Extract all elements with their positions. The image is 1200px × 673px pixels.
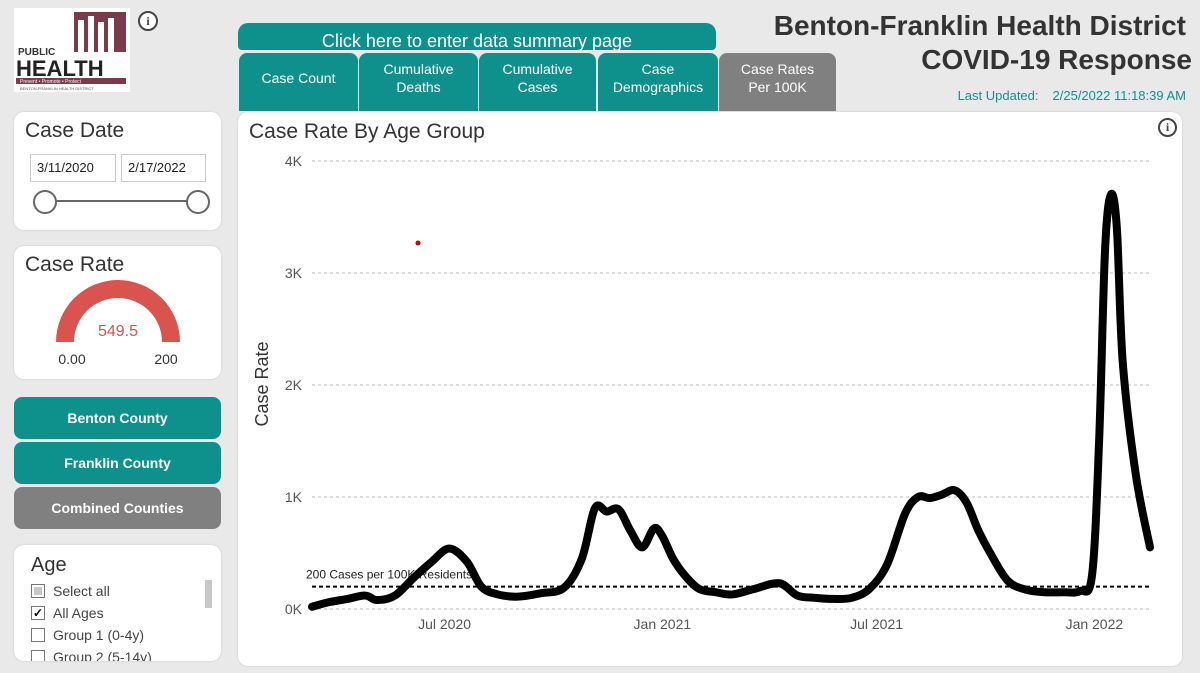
tab-label: Case — [641, 61, 675, 77]
y-tick-label: 3K — [285, 265, 303, 281]
age-filter-title: Age — [31, 554, 67, 576]
y-tick-label: 1K — [285, 489, 303, 505]
logo-health-text: HEALTH — [16, 56, 104, 81]
last-updated-value: 2/25/2022 11:18:39 AM — [1052, 88, 1186, 103]
tab-label: Cumulative — [502, 61, 573, 77]
reference-line-label: 200 Cases per 100K Residents — [306, 568, 472, 582]
date-slider-track[interactable] — [44, 200, 200, 202]
health-district-logo: PUBLIC HEALTH Prevent • Promote • Protec… — [14, 8, 130, 92]
age-option-group-1[interactable]: Group 1 (0-4y) — [31, 627, 144, 643]
franklin-county-button[interactable]: Franklin County — [14, 442, 221, 484]
date-slider-end-handle[interactable] — [186, 190, 210, 214]
tab-case-count[interactable]: Case Count — [239, 53, 358, 111]
logo-graphic: PUBLIC HEALTH Prevent • Promote • Protec… — [16, 12, 126, 91]
age-option-all-ages[interactable]: ✓ All Ages — [31, 605, 104, 621]
x-tick-label: Jan 2022 — [1066, 616, 1124, 632]
stray-marker — [415, 240, 421, 246]
y-tick-label: 0K — [285, 601, 303, 617]
y-tick-label: 4K — [285, 153, 303, 169]
age-option-select-all[interactable]: Select all — [31, 583, 110, 599]
info-icon[interactable]: i — [138, 11, 158, 31]
chart-title: Case Rate By Age Group — [249, 120, 485, 143]
age-option-group-2[interactable]: Group 2 (5-14y) — [31, 649, 152, 661]
end-date-input[interactable]: 2/17/2022 — [121, 154, 206, 182]
x-tick-label: Jan 2021 — [634, 616, 692, 632]
start-date-input[interactable]: 3/11/2020 — [30, 154, 116, 182]
x-tick-label: Jul 2020 — [418, 616, 471, 632]
checkbox-checked-icon[interactable]: ✓ — [31, 606, 45, 620]
date-slider-start-handle[interactable] — [33, 190, 57, 214]
combined-counties-button[interactable]: Combined Counties — [14, 487, 221, 529]
data-summary-link-button[interactable]: Click here to enter data summary page — [238, 23, 716, 50]
checkbox-icon[interactable] — [31, 650, 45, 661]
case-rate-gauge-card: Case Rate 549.5 0.00 200 — [14, 246, 221, 379]
age-list-scrollbar[interactable] — [205, 580, 212, 608]
checkbox-partial-icon[interactable] — [31, 584, 45, 598]
last-updated-label: Last Updated: — [957, 88, 1039, 103]
tab-label: Case Rates — [740, 61, 815, 77]
case-rate-gauge: 549.5 0.00 200 — [56, 280, 180, 367]
gauge-value: 549.5 — [98, 323, 138, 340]
gauge-max-label: 200 — [154, 351, 178, 367]
chart-info-icon[interactable]: i — [1158, 118, 1177, 137]
logo-public-text: PUBLIC — [18, 47, 55, 58]
case-rate-series-line — [308, 189, 1154, 611]
logo-subline: BENTON-FRANKLIN HEALTH DISTRICT — [20, 86, 94, 91]
case-date-title: Case Date — [25, 119, 125, 142]
logo-tagline: Prevent • Promote • Protect — [20, 79, 82, 85]
last-updated: Last Updated: 2/25/2022 11:18:39 AM — [958, 88, 1186, 103]
case-rate-title: Case Rate — [25, 253, 125, 276]
y-tick-label: 2K — [285, 377, 303, 393]
x-tick-label: Jul 2021 — [850, 616, 903, 632]
y-axis-label: Case Rate — [252, 341, 272, 426]
case-date-filter: Case Date 3/11/2020 2/17/2022 — [14, 112, 221, 230]
benton-county-button[interactable]: Benton County — [14, 397, 221, 439]
tab-cumulative-deaths[interactable]: Cumulative Deaths — [359, 53, 478, 111]
tab-case-demographics[interactable]: Case Demographics — [598, 53, 718, 111]
page-title: Benton-Franklin Health District — [773, 10, 1186, 41]
checkbox-icon[interactable] — [31, 628, 45, 642]
case-rate-chart: Case Rate By Age Group Case Rate 0K 1K 2K 3… — [249, 120, 1154, 632]
age-filter-card: Age Select all ✓ All Ages Group 1 (0-4y) … — [14, 545, 221, 661]
tab-case-rates[interactable]: Case Rates Per 100K — [719, 53, 836, 111]
page-subtitle: COVID-19 Response — [921, 44, 1192, 75]
gauge-min-label: 0.00 — [58, 351, 85, 367]
case-rate-chart-card: i Case Rate By Age Group Case Rate 0K 1K 2… — [238, 112, 1182, 666]
gauge-arc — [56, 280, 180, 342]
tab-label: Cumulative — [383, 61, 454, 77]
tab-cumulative-cases[interactable]: Cumulative Cases — [479, 53, 596, 111]
tab-label: Case Count — [261, 70, 336, 86]
